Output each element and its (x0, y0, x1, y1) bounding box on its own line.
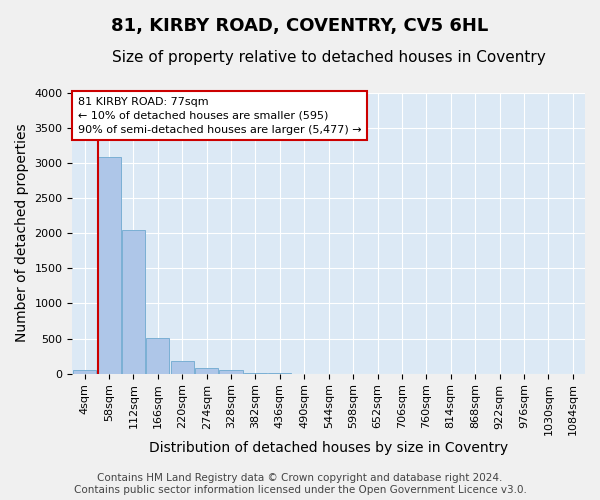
Text: 81, KIRBY ROAD, COVENTRY, CV5 6HL: 81, KIRBY ROAD, COVENTRY, CV5 6HL (112, 18, 488, 36)
Title: Size of property relative to detached houses in Coventry: Size of property relative to detached ho… (112, 50, 545, 65)
Bar (244, 373, 267, 374)
Bar (220, 370, 242, 374)
Bar (170, 362, 194, 374)
Text: Contains HM Land Registry data © Crown copyright and database right 2024.
Contai: Contains HM Land Registry data © Crown c… (74, 474, 526, 495)
Y-axis label: Number of detached properties: Number of detached properties (15, 124, 29, 342)
Bar (73, 370, 96, 374)
X-axis label: Distribution of detached houses by size in Coventry: Distribution of detached houses by size … (149, 441, 508, 455)
Bar (195, 368, 218, 374)
Text: 81 KIRBY ROAD: 77sqm
← 10% of detached houses are smaller (595)
90% of semi-deta: 81 KIRBY ROAD: 77sqm ← 10% of detached h… (77, 97, 361, 135)
Bar (97, 157, 121, 374)
Bar (146, 338, 169, 374)
Bar (122, 230, 145, 374)
